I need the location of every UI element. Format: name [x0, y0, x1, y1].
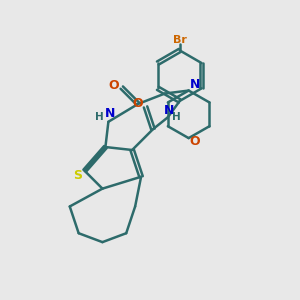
Text: Br: Br: [173, 35, 187, 45]
Text: N: N: [105, 107, 115, 120]
Text: O: O: [108, 79, 119, 92]
Text: O: O: [190, 135, 200, 148]
Text: H: H: [172, 112, 181, 122]
Text: O: O: [133, 98, 143, 110]
Text: S: S: [74, 169, 82, 182]
Text: H: H: [94, 112, 103, 122]
Text: N: N: [164, 104, 175, 117]
Text: N: N: [189, 78, 200, 91]
